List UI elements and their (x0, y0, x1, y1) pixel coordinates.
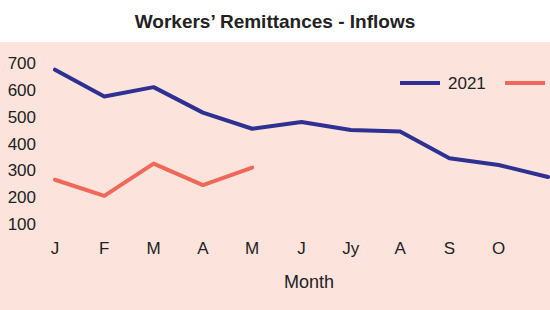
x-tick-label: Jy (342, 239, 360, 258)
chart-container: Workers’ Remittances - Inflows 100 200 300 4… (0, 0, 550, 310)
y-tick-label: 300 (8, 161, 36, 180)
y-tick-label: 700 (8, 54, 36, 73)
y-tick-label: 400 (8, 135, 36, 154)
title: Workers’ Remittances - Inflows (135, 11, 416, 32)
series-line (55, 70, 548, 177)
x-tick-label: A (197, 239, 209, 258)
x-tick-label: M (245, 239, 259, 258)
x-tick-label: F (99, 239, 109, 258)
series-line (55, 164, 252, 196)
y-tick-label: 100 (8, 215, 36, 234)
x-tick-label: A (394, 239, 406, 258)
chart-svg: Workers’ Remittances - Inflows 100 200 300 4… (0, 0, 550, 310)
title-band (0, 0, 550, 42)
x-axis-label: Month (284, 272, 334, 292)
plot-marks (55, 70, 548, 196)
y-tick-label: 600 (8, 81, 36, 100)
y-tick-label: 500 (8, 108, 36, 127)
legend-label: 2021 (448, 74, 486, 93)
x-tick-label: M (147, 239, 161, 258)
y-tick-label: 200 (8, 188, 36, 207)
x-tick-label: J (51, 239, 60, 258)
x-tick-label: O (492, 239, 505, 258)
background (0, 0, 550, 310)
legend-swatch (400, 81, 440, 85)
x-tick-label: J (297, 239, 306, 258)
x-tick-label: S (444, 239, 455, 258)
legend-swatch (505, 81, 545, 85)
